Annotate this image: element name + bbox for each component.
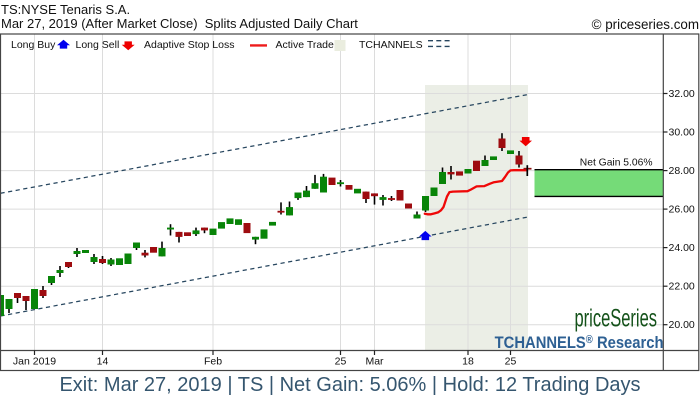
svg-text:25: 25: [505, 356, 517, 368]
svg-text:Feb: Feb: [204, 356, 222, 368]
svg-text:Long Sell: Long Sell: [76, 39, 120, 51]
svg-text:14: 14: [97, 356, 109, 368]
svg-text:TCHANNELS: TCHANNELS: [359, 39, 423, 51]
svg-text:priceSeries: priceSeries: [574, 305, 657, 332]
svg-text:18: 18: [462, 356, 474, 368]
svg-text:28.00: 28.00: [669, 165, 695, 177]
svg-text:22.00: 22.00: [669, 281, 695, 293]
svg-text:TCHANNELS® Research: TCHANNELS® Research: [495, 334, 664, 352]
svg-text:20.00: 20.00: [669, 319, 695, 331]
svg-text:Adaptive Stop Loss: Adaptive Stop Loss: [144, 39, 234, 51]
svg-text:24.00: 24.00: [669, 242, 695, 254]
svg-text:32.00: 32.00: [669, 88, 695, 100]
svg-text:Jan 2019: Jan 2019: [13, 356, 56, 368]
svg-text:Long Buy: Long Buy: [11, 39, 56, 51]
svg-text:30.00: 30.00: [669, 127, 695, 139]
svg-text:Active Trade: Active Trade: [276, 39, 335, 51]
svg-text:Net Gain 5.06%: Net Gain 5.06%: [580, 158, 653, 169]
svg-text:25: 25: [335, 356, 347, 368]
svg-text:Mar: Mar: [365, 356, 384, 368]
svg-text:26.00: 26.00: [669, 204, 695, 216]
